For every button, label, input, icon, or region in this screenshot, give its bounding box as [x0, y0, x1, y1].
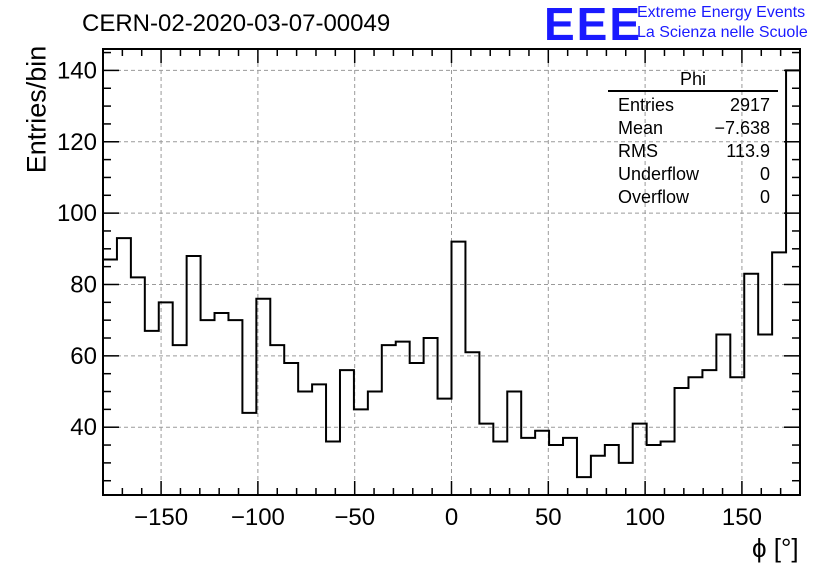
stats-label: Overflow: [618, 187, 690, 207]
x-tick-label: 100: [625, 504, 665, 531]
histogram-bin: [661, 441, 675, 495]
histogram-bin: [786, 70, 800, 495]
histogram-bin: [270, 345, 284, 495]
stats-row-rms: RMS 113.9: [608, 140, 778, 163]
histogram-bin: [368, 392, 382, 495]
y-tick-label: 100: [57, 200, 97, 227]
histogram-bin: [103, 260, 117, 495]
stats-label: Underflow: [618, 164, 700, 184]
histogram-bin: [438, 399, 452, 495]
histogram-bin: [424, 338, 438, 495]
histogram-bin: [117, 238, 131, 495]
histogram-bin: [298, 392, 312, 495]
histogram-bin: [396, 342, 410, 495]
histogram-bin: [228, 320, 242, 495]
histogram-bin: [187, 256, 201, 495]
histogram-series: [102, 69, 801, 495]
histogram-bin: [716, 334, 730, 495]
histogram-bin: [772, 252, 786, 495]
logo-line-2: La Scienza nelle Scuole: [637, 24, 808, 41]
histogram-bin: [242, 413, 256, 495]
histogram-bin: [215, 313, 229, 495]
logo-line-1: Extreme Energy Events: [637, 4, 806, 21]
histogram-bin: [591, 456, 605, 495]
stats-value: 0: [759, 187, 770, 207]
histogram-bin: [201, 320, 215, 495]
stats-label: Mean: [618, 118, 664, 138]
histogram-bin: [284, 363, 298, 495]
run-title: CERN-02-2020-03-07-00049: [82, 10, 391, 37]
histogram-bin: [131, 277, 145, 495]
axis-ticks: [102, 49, 801, 495]
y-axis-label: Entries/bin: [21, 45, 52, 174]
tick-labels: −150 −100 −50 0 50 100 150 40 60 80 100 120 140: [57, 57, 762, 531]
y-tick-label: 60: [70, 343, 97, 370]
y-tick-label: 40: [70, 414, 97, 441]
histogram-outline: [102, 69, 801, 495]
stats-row-underflow: Underflow 0: [608, 163, 778, 186]
stats-value: 0: [759, 164, 770, 184]
x-tick-label: 0: [445, 504, 458, 531]
histogram-bin: [340, 370, 354, 495]
histogram-bin: [647, 445, 661, 495]
histogram-bin: [479, 424, 493, 495]
histogram-bin: [354, 409, 368, 495]
stats-label: Entries: [618, 95, 675, 115]
stats-row-entries: Entries 2917: [608, 94, 778, 117]
histogram-bin: [605, 445, 619, 495]
histogram-bin: [452, 242, 466, 495]
histogram-bin: [535, 431, 549, 495]
histogram-bin: [549, 445, 563, 495]
x-tick-label: −150: [134, 504, 188, 531]
histogram-bin: [326, 441, 340, 495]
histogram-bin: [410, 363, 424, 495]
histogram-bin: [382, 345, 396, 495]
histogram-bin: [465, 352, 479, 495]
y-tick-label: 140: [57, 57, 97, 84]
histogram-bin: [312, 384, 326, 495]
histogram-bin: [159, 302, 173, 495]
histogram-bin: [145, 331, 159, 495]
histogram-bin: [758, 334, 772, 495]
x-axis-label: ϕ [°]: [752, 533, 799, 563]
stats-row-mean: Mean −7.638: [608, 117, 778, 140]
stats-value: −7.638: [714, 118, 770, 138]
x-tick-label: −100: [231, 504, 285, 531]
stats-box: Phi Entries 2917 Mean −7.638 RMS 113.9 U…: [608, 68, 778, 209]
stats-title: Phi: [608, 68, 778, 92]
eee-logo: EEE: [544, 0, 643, 50]
histogram-bin: [563, 438, 577, 495]
grid: [103, 49, 800, 495]
histogram-bin: [521, 438, 535, 495]
histogram-bin: [173, 345, 187, 495]
x-tick-label: −50: [334, 504, 375, 531]
histogram-bin: [744, 274, 758, 495]
histogram-bin: [577, 477, 591, 495]
y-tick-label: 120: [57, 129, 97, 156]
y-tick-label: 80: [70, 271, 97, 298]
histogram-bin: [256, 299, 270, 495]
stats-label: RMS: [618, 141, 658, 161]
histogram-bin: [493, 441, 507, 495]
histogram-bin: [507, 392, 521, 495]
histogram-bin: [675, 388, 689, 495]
stats-row-overflow: Overflow 0: [608, 186, 778, 209]
x-tick-label: 150: [722, 504, 762, 531]
histogram-bin: [702, 370, 716, 495]
histogram-bin: [688, 377, 702, 495]
histogram-bin: [730, 377, 744, 495]
stats-value: 2917: [729, 95, 770, 115]
stats-value: 113.9: [726, 141, 770, 161]
x-tick-label: 50: [535, 504, 562, 531]
